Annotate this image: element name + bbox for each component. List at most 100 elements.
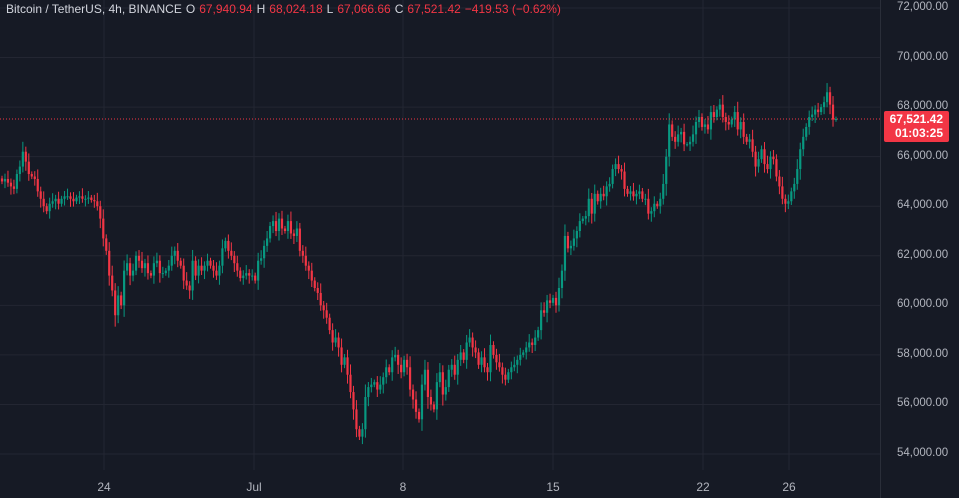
candle-body: [483, 357, 486, 368]
candle-body: [239, 270, 242, 279]
candle-body: [659, 198, 662, 207]
y-tick-label: 58,000.00: [897, 347, 949, 360]
candle-body: [114, 290, 117, 316]
candle-body: [635, 193, 638, 197]
candle-body: [501, 367, 504, 375]
candle-body: [191, 260, 194, 291]
candle-body: [15, 174, 18, 189]
candle-body: [411, 389, 415, 400]
candle-body: [650, 211, 653, 214]
candle-body: [781, 186, 784, 199]
candle-body: [295, 228, 298, 236]
candle-body: [376, 382, 379, 390]
candle-body: [93, 200, 96, 202]
candle-body: [834, 118, 838, 120]
candle-body: [784, 198, 787, 204]
candle-body: [709, 112, 712, 130]
candle-body: [799, 149, 802, 170]
candle-body: [310, 270, 313, 281]
candle-body: [36, 178, 39, 192]
candle-body: [280, 218, 284, 229]
candle-body: [236, 263, 239, 271]
candle-body: [78, 196, 81, 198]
candle-body: [355, 409, 358, 430]
candle-body: [331, 330, 334, 343]
candle-body: [164, 270, 167, 274]
candle-body: [817, 109, 820, 113]
candle-body: [268, 226, 272, 239]
candle-body: [796, 169, 799, 184]
candle-body: [373, 382, 376, 385]
candle-body: [474, 347, 477, 353]
candle-body: [790, 191, 793, 202]
candle-body: [480, 357, 483, 365]
high-value: 68,024.18: [269, 2, 323, 16]
candle-body: [146, 263, 150, 274]
candle-body: [775, 159, 778, 177]
candle-body: [545, 300, 549, 313]
open-value: 67,940.94: [199, 2, 253, 16]
candle-body: [751, 139, 754, 152]
candle-body: [602, 193, 605, 197]
candle-body: [417, 411, 421, 420]
candle-body: [6, 178, 10, 183]
candle-body: [620, 169, 623, 172]
bar-countdown-label: 01:03:25: [894, 125, 943, 140]
candle-body: [578, 221, 581, 231]
candle-body: [760, 149, 763, 160]
candle-body: [525, 347, 528, 353]
candle-body: [537, 330, 540, 338]
x-tick-label: 22: [696, 480, 710, 494]
candle-body: [149, 273, 153, 276]
candle-body: [641, 191, 644, 199]
candle-body: [450, 364, 453, 370]
candle-body: [161, 273, 164, 275]
candle-body: [489, 344, 492, 373]
low-key: L: [326, 2, 334, 16]
candle-body: [560, 270, 564, 288]
candle-body: [763, 149, 766, 165]
candle-body: [0, 178, 4, 182]
candle-body: [131, 270, 135, 276]
candle-body: [423, 369, 427, 385]
candle-body: [584, 216, 587, 219]
candle-body: [185, 280, 188, 286]
candle-body: [647, 198, 650, 214]
change-value: −419.53 (−0.62%): [464, 2, 561, 16]
candle-body: [566, 235, 570, 249]
candle-body: [787, 201, 790, 204]
candle-body: [769, 156, 772, 170]
price-axis[interactable]: 72,000.00 70,000.00 68,000.00 66,000.00 64,0…: [880, 0, 959, 498]
candle-body: [301, 250, 304, 256]
candle-body: [69, 196, 72, 199]
symbol-legend: Bitcoin / TetherUS, 4h, BINANCE O 67,940.…: [6, 2, 561, 16]
candle-body: [831, 104, 835, 120]
candle-body: [656, 203, 659, 207]
candle-body: [367, 387, 370, 398]
candle-body: [572, 238, 575, 246]
candle-body: [322, 305, 325, 311]
candle-body: [120, 295, 123, 306]
candle-body: [87, 197, 90, 199]
candle-body: [465, 342, 468, 360]
candle-body: [569, 245, 573, 249]
candle-body: [703, 124, 707, 127]
candle-body: [206, 260, 209, 266]
candle-body: [429, 397, 433, 405]
candle-body: [224, 240, 227, 249]
candle-body: [456, 359, 459, 375]
candle-body: [265, 238, 269, 246]
candle-body: [825, 92, 829, 103]
candle-body: [626, 188, 629, 194]
candle-body: [277, 218, 281, 231]
candle-body: [364, 397, 367, 430]
candle-body: [391, 357, 394, 373]
candle-body: [388, 367, 391, 373]
candle-body: [638, 191, 641, 194]
candle-body: [370, 384, 373, 388]
candle-body: [432, 404, 435, 410]
candle-body: [155, 260, 158, 264]
candle-body: [188, 285, 191, 291]
